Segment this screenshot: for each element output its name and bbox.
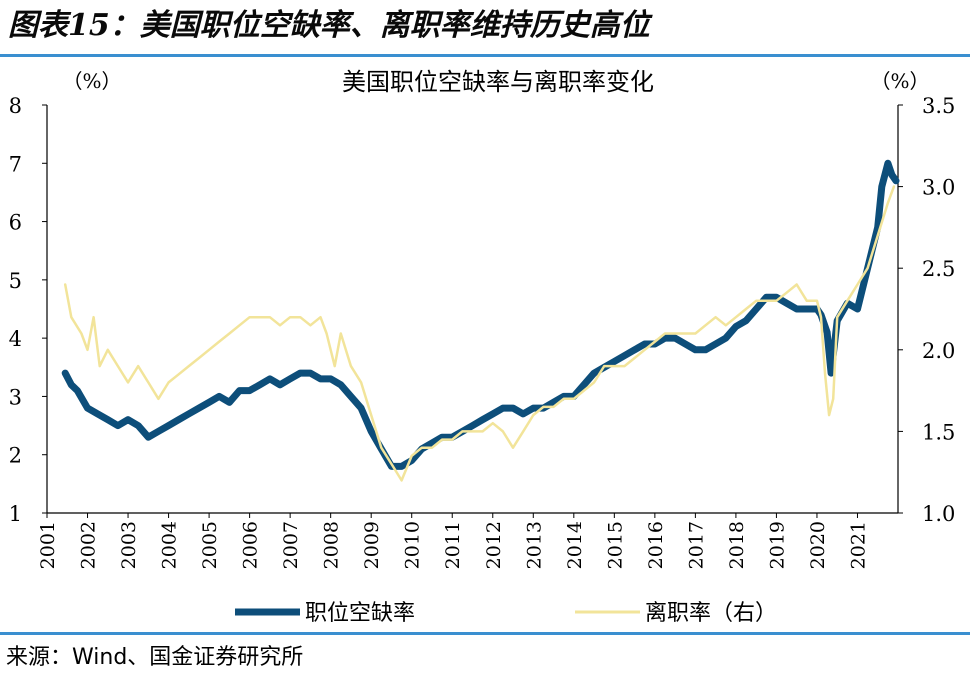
x-tick-label: 2015: [604, 521, 626, 569]
left-tick-label: 5: [9, 269, 22, 293]
x-tick-label: 2010: [402, 521, 424, 569]
legend: 职位空缺率 离职率（右）: [235, 601, 777, 626]
top-rule: [0, 54, 970, 57]
x-tick-label: 2006: [240, 521, 262, 569]
source-note: 来源：Wind、国金证券研究所: [6, 645, 304, 670]
x-tick-label: 2012: [483, 521, 505, 569]
right-tick-label: 2.5: [922, 257, 955, 281]
bottom-rule: [0, 632, 970, 635]
left-tick-label: 7: [9, 152, 22, 176]
right-tick-label: 3.0: [922, 176, 955, 200]
x-tick-label: 2011: [442, 521, 464, 569]
right-tick-label: 1.0: [922, 502, 955, 526]
x-tick-label: 2004: [159, 521, 181, 569]
x-tick-label: 2007: [280, 521, 302, 569]
legend-label-quits: 离职率（右）: [645, 601, 777, 626]
right-tick-label: 1.5: [922, 420, 955, 444]
legend-label-vacancy: 职位空缺率: [305, 601, 415, 626]
x-tick-label: 2020: [807, 521, 829, 569]
right-tick-label: 3.5: [922, 94, 955, 118]
series-group: [61, 159, 900, 482]
x-tick-label: 2002: [78, 521, 100, 569]
series-line-vacancy-rate: [61, 159, 900, 470]
left-axis-unit: （%）: [62, 69, 121, 93]
x-tick-label: 2003: [118, 521, 140, 569]
left-tick-label: 4: [9, 327, 22, 351]
x-tick-label: 2008: [321, 521, 343, 569]
x-tick-label: 2018: [726, 521, 748, 569]
left-tick-label: 8: [9, 94, 22, 118]
axes-group: 1 2 3 4 5 6 7 8 1.0 1.5 2.0 2.5 3.0 3.5 2001 2002 2003 20…: [9, 94, 956, 569]
x-tick-label: 2001: [37, 521, 59, 569]
x-tick-label: 2017: [685, 521, 707, 569]
figure-title: 图表15：美国职位空缺率、离职率维持历史高位: [8, 8, 650, 43]
left-tick-label: 6: [9, 211, 22, 235]
chart-title: 美国职位空缺率与离职率变化: [342, 68, 654, 96]
left-tick-label: 3: [9, 385, 22, 409]
x-tick-label: 2005: [199, 521, 221, 569]
right-axis-unit: （%）: [870, 69, 929, 93]
left-tick-label: 1: [9, 502, 22, 526]
x-tick-label: 2021: [847, 521, 869, 569]
x-tick-label: 2013: [523, 521, 545, 569]
line-chart: 美国职位空缺率与离职率变化 （%） （%） 1 2 3 4 5 6 7 8 1.0 1.5 2.0 2…: [9, 68, 956, 626]
x-tick-label: 2009: [361, 521, 383, 569]
left-tick-label: 2: [9, 444, 22, 468]
series-line-quits-rate: [63, 185, 896, 482]
right-tick-label: 2.0: [922, 339, 955, 363]
x-tick-label: 2019: [766, 521, 788, 569]
x-tick-label: 2016: [645, 521, 667, 569]
x-tick-label: 2014: [564, 521, 586, 569]
